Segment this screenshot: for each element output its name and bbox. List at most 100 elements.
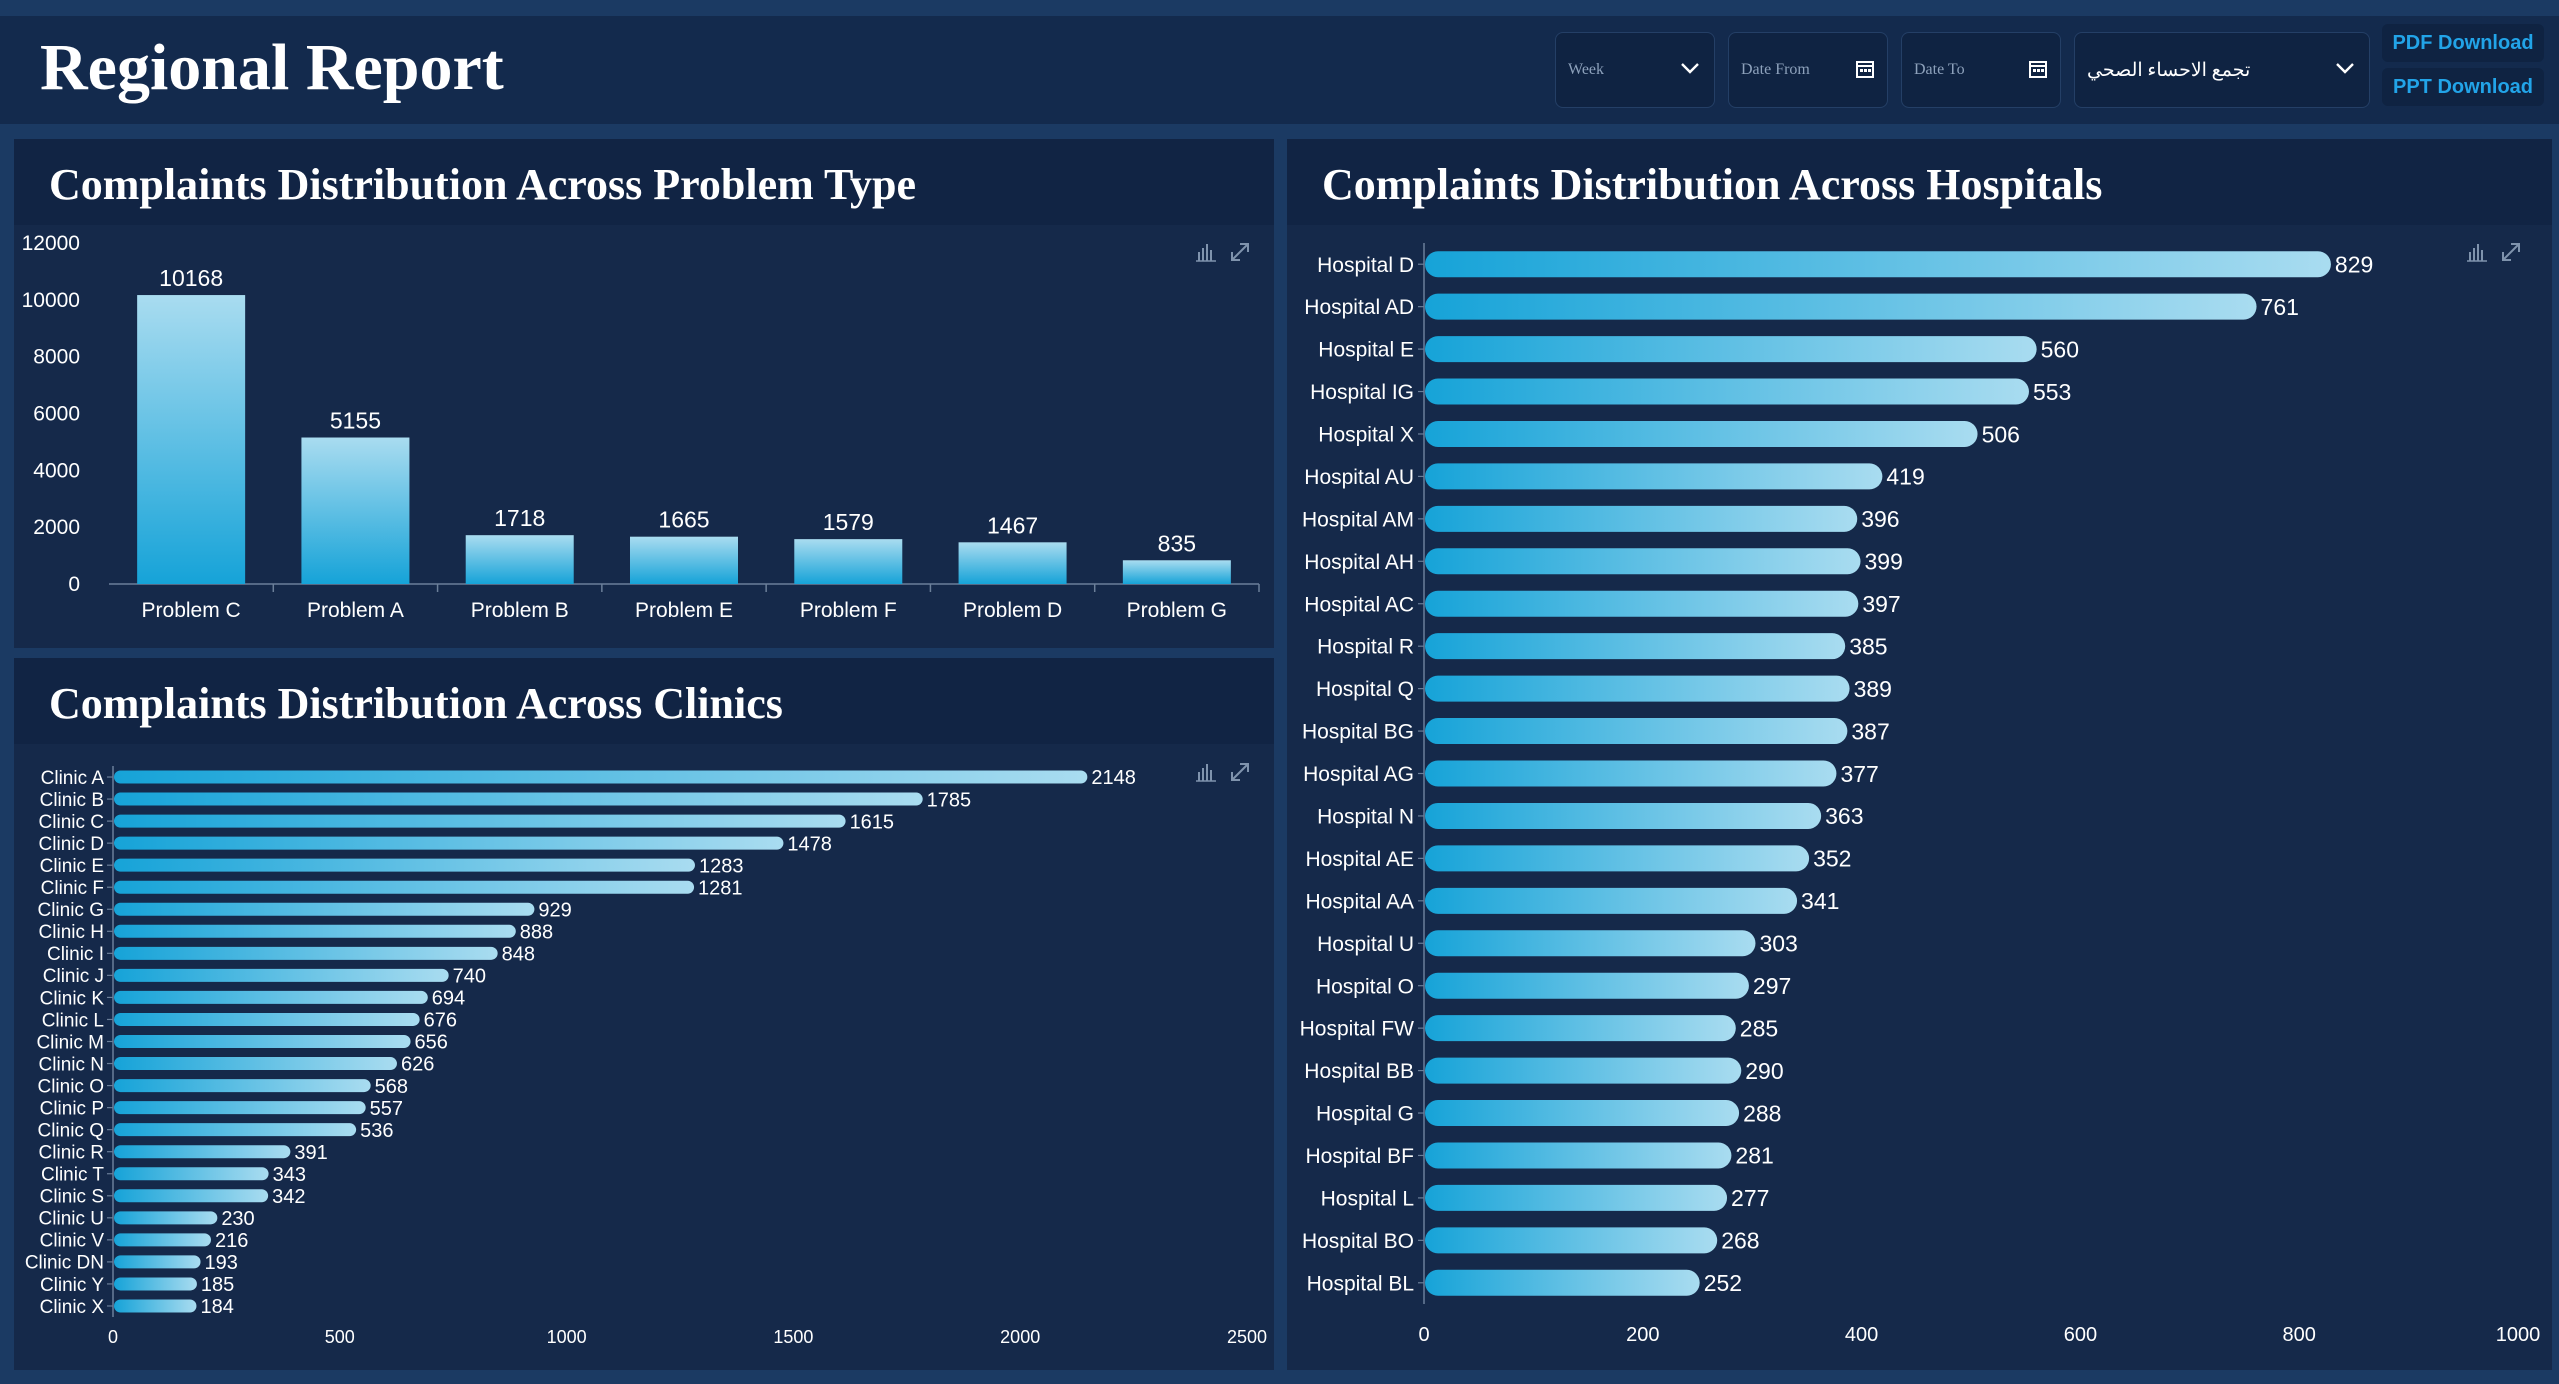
y-tick-label: 6000: [33, 403, 80, 426]
bar: [114, 990, 428, 1004]
chevron-down-icon: [1681, 63, 1699, 74]
y-tick-label: Hospital BO: [1302, 1230, 1414, 1253]
y-tick-label: Clinic A: [41, 768, 105, 789]
data-label: 1467: [987, 512, 1038, 538]
chart-tools: [1184, 760, 1254, 789]
data-label: 419: [1886, 464, 1924, 490]
x-tick-label: 200: [1626, 1324, 1659, 1346]
pdf-download-button[interactable]: PDF Download: [2382, 24, 2544, 62]
bar: [1425, 633, 1846, 660]
data-label: 268: [1721, 1228, 1759, 1254]
expand-icon[interactable]: [1231, 763, 1249, 781]
y-tick-label: 4000: [33, 459, 80, 482]
data-label: 1615: [850, 811, 895, 833]
bar: [114, 924, 516, 938]
bar: [1425, 251, 2331, 278]
panel-title: Complaints Distribution Across Problem T…: [49, 160, 917, 209]
data-label: 568: [375, 1076, 408, 1098]
bar: [1425, 930, 1756, 957]
x-tick-label: Problem B: [471, 599, 569, 622]
bar: [1425, 887, 1798, 914]
data-label: 694: [432, 988, 465, 1010]
bar: [137, 295, 246, 584]
expand-icon[interactable]: [1231, 243, 1249, 261]
data-label: 1785: [927, 789, 972, 811]
y-tick-label: Hospital O: [1316, 975, 1414, 998]
data-label: 536: [360, 1120, 393, 1142]
ppt-download-button[interactable]: PPT Download: [2382, 68, 2544, 106]
bar: [114, 1145, 291, 1159]
week-select[interactable]: Week: [1555, 32, 1715, 108]
y-tick-label: Hospital R: [1317, 636, 1414, 659]
data-label: 1579: [823, 509, 874, 535]
data-label: 553: [2033, 379, 2071, 405]
y-tick-label: Clinic X: [40, 1297, 105, 1318]
data-label: 676: [424, 1010, 457, 1032]
data-label: 352: [1813, 846, 1851, 872]
bar: [114, 1299, 197, 1313]
data-label: 281: [1735, 1143, 1773, 1169]
bar: [1425, 1015, 1736, 1042]
data-label: 10168: [159, 265, 223, 291]
y-tick-label: Hospital AG: [1303, 763, 1414, 786]
bar: [114, 1277, 197, 1291]
date-to-placeholder: Date To: [1914, 61, 1965, 78]
y-tick-label: Clinic C: [39, 812, 104, 833]
date-to-field[interactable]: Date To: [1901, 32, 2061, 108]
bar: [114, 902, 535, 916]
x-tick-label: 1000: [2496, 1324, 2541, 1346]
bar: [114, 858, 695, 872]
bar: [114, 880, 695, 894]
bar: [1425, 802, 1822, 829]
bar: [1425, 505, 1858, 532]
y-tick-label: Hospital N: [1317, 806, 1414, 829]
data-label: 303: [1759, 931, 1797, 957]
bar: [1425, 378, 2029, 405]
y-tick-label: Clinic DN: [25, 1253, 104, 1274]
y-tick-label: Clinic L: [42, 1010, 104, 1031]
data-label: 1718: [494, 505, 545, 531]
bar: [114, 1189, 269, 1203]
bar: [1425, 845, 1810, 872]
y-tick-label: Hospital AM: [1302, 508, 1414, 531]
y-tick-label: Clinic I: [47, 944, 104, 965]
date-from-field[interactable]: Date From: [1728, 32, 1888, 108]
data-label: 761: [2261, 294, 2299, 320]
bar: [465, 535, 574, 584]
y-tick-label: Clinic Y: [40, 1275, 104, 1296]
data-label: 829: [2335, 252, 2373, 278]
data-label: 297: [1753, 973, 1791, 999]
y-tick-label: Hospital G: [1316, 1103, 1414, 1126]
y-tick-label: Hospital BG: [1302, 721, 1414, 744]
data-label: 288: [1743, 1100, 1781, 1126]
data-label: 560: [2041, 336, 2079, 362]
bar-chart-icon[interactable]: [2467, 244, 2487, 262]
hospitals-panel: Complaints Distribution Across Hospitals…: [1287, 139, 2552, 1370]
data-label: 193: [205, 1252, 238, 1274]
data-label: 285: [1740, 1015, 1778, 1041]
panel-title: Complaints Distribution Across Clinics: [49, 679, 783, 728]
problem-type-panel: Complaints Distribution Across Problem T…: [14, 139, 1274, 648]
expand-icon[interactable]: [2502, 243, 2520, 261]
data-label: 252: [1704, 1270, 1742, 1296]
bar-chart-icon[interactable]: [1196, 244, 1216, 262]
bar-chart-icon[interactable]: [1196, 764, 1216, 782]
data-label: 399: [1865, 549, 1903, 575]
bar: [1425, 420, 1978, 447]
panel-header: Complaints Distribution Across Clinics: [14, 658, 1274, 744]
data-label: 385: [1849, 633, 1887, 659]
data-label: 396: [1861, 506, 1899, 532]
chart-tools: [2455, 240, 2525, 269]
region-select[interactable]: تجمع الاحساء الصحي: [2074, 32, 2370, 108]
bar: [1425, 1227, 1718, 1254]
x-tick-label: Problem G: [1127, 599, 1227, 622]
x-tick-label: 0: [108, 1327, 118, 1347]
chevron-down-icon: [2336, 63, 2354, 74]
data-label: 377: [1840, 761, 1878, 787]
y-tick-label: Clinic M: [36, 1032, 104, 1053]
bar: [1425, 293, 2257, 320]
y-tick-label: Clinic N: [39, 1054, 104, 1075]
bar: [114, 814, 846, 828]
bar: [114, 1233, 211, 1247]
x-tick-label: Problem D: [963, 599, 1062, 622]
